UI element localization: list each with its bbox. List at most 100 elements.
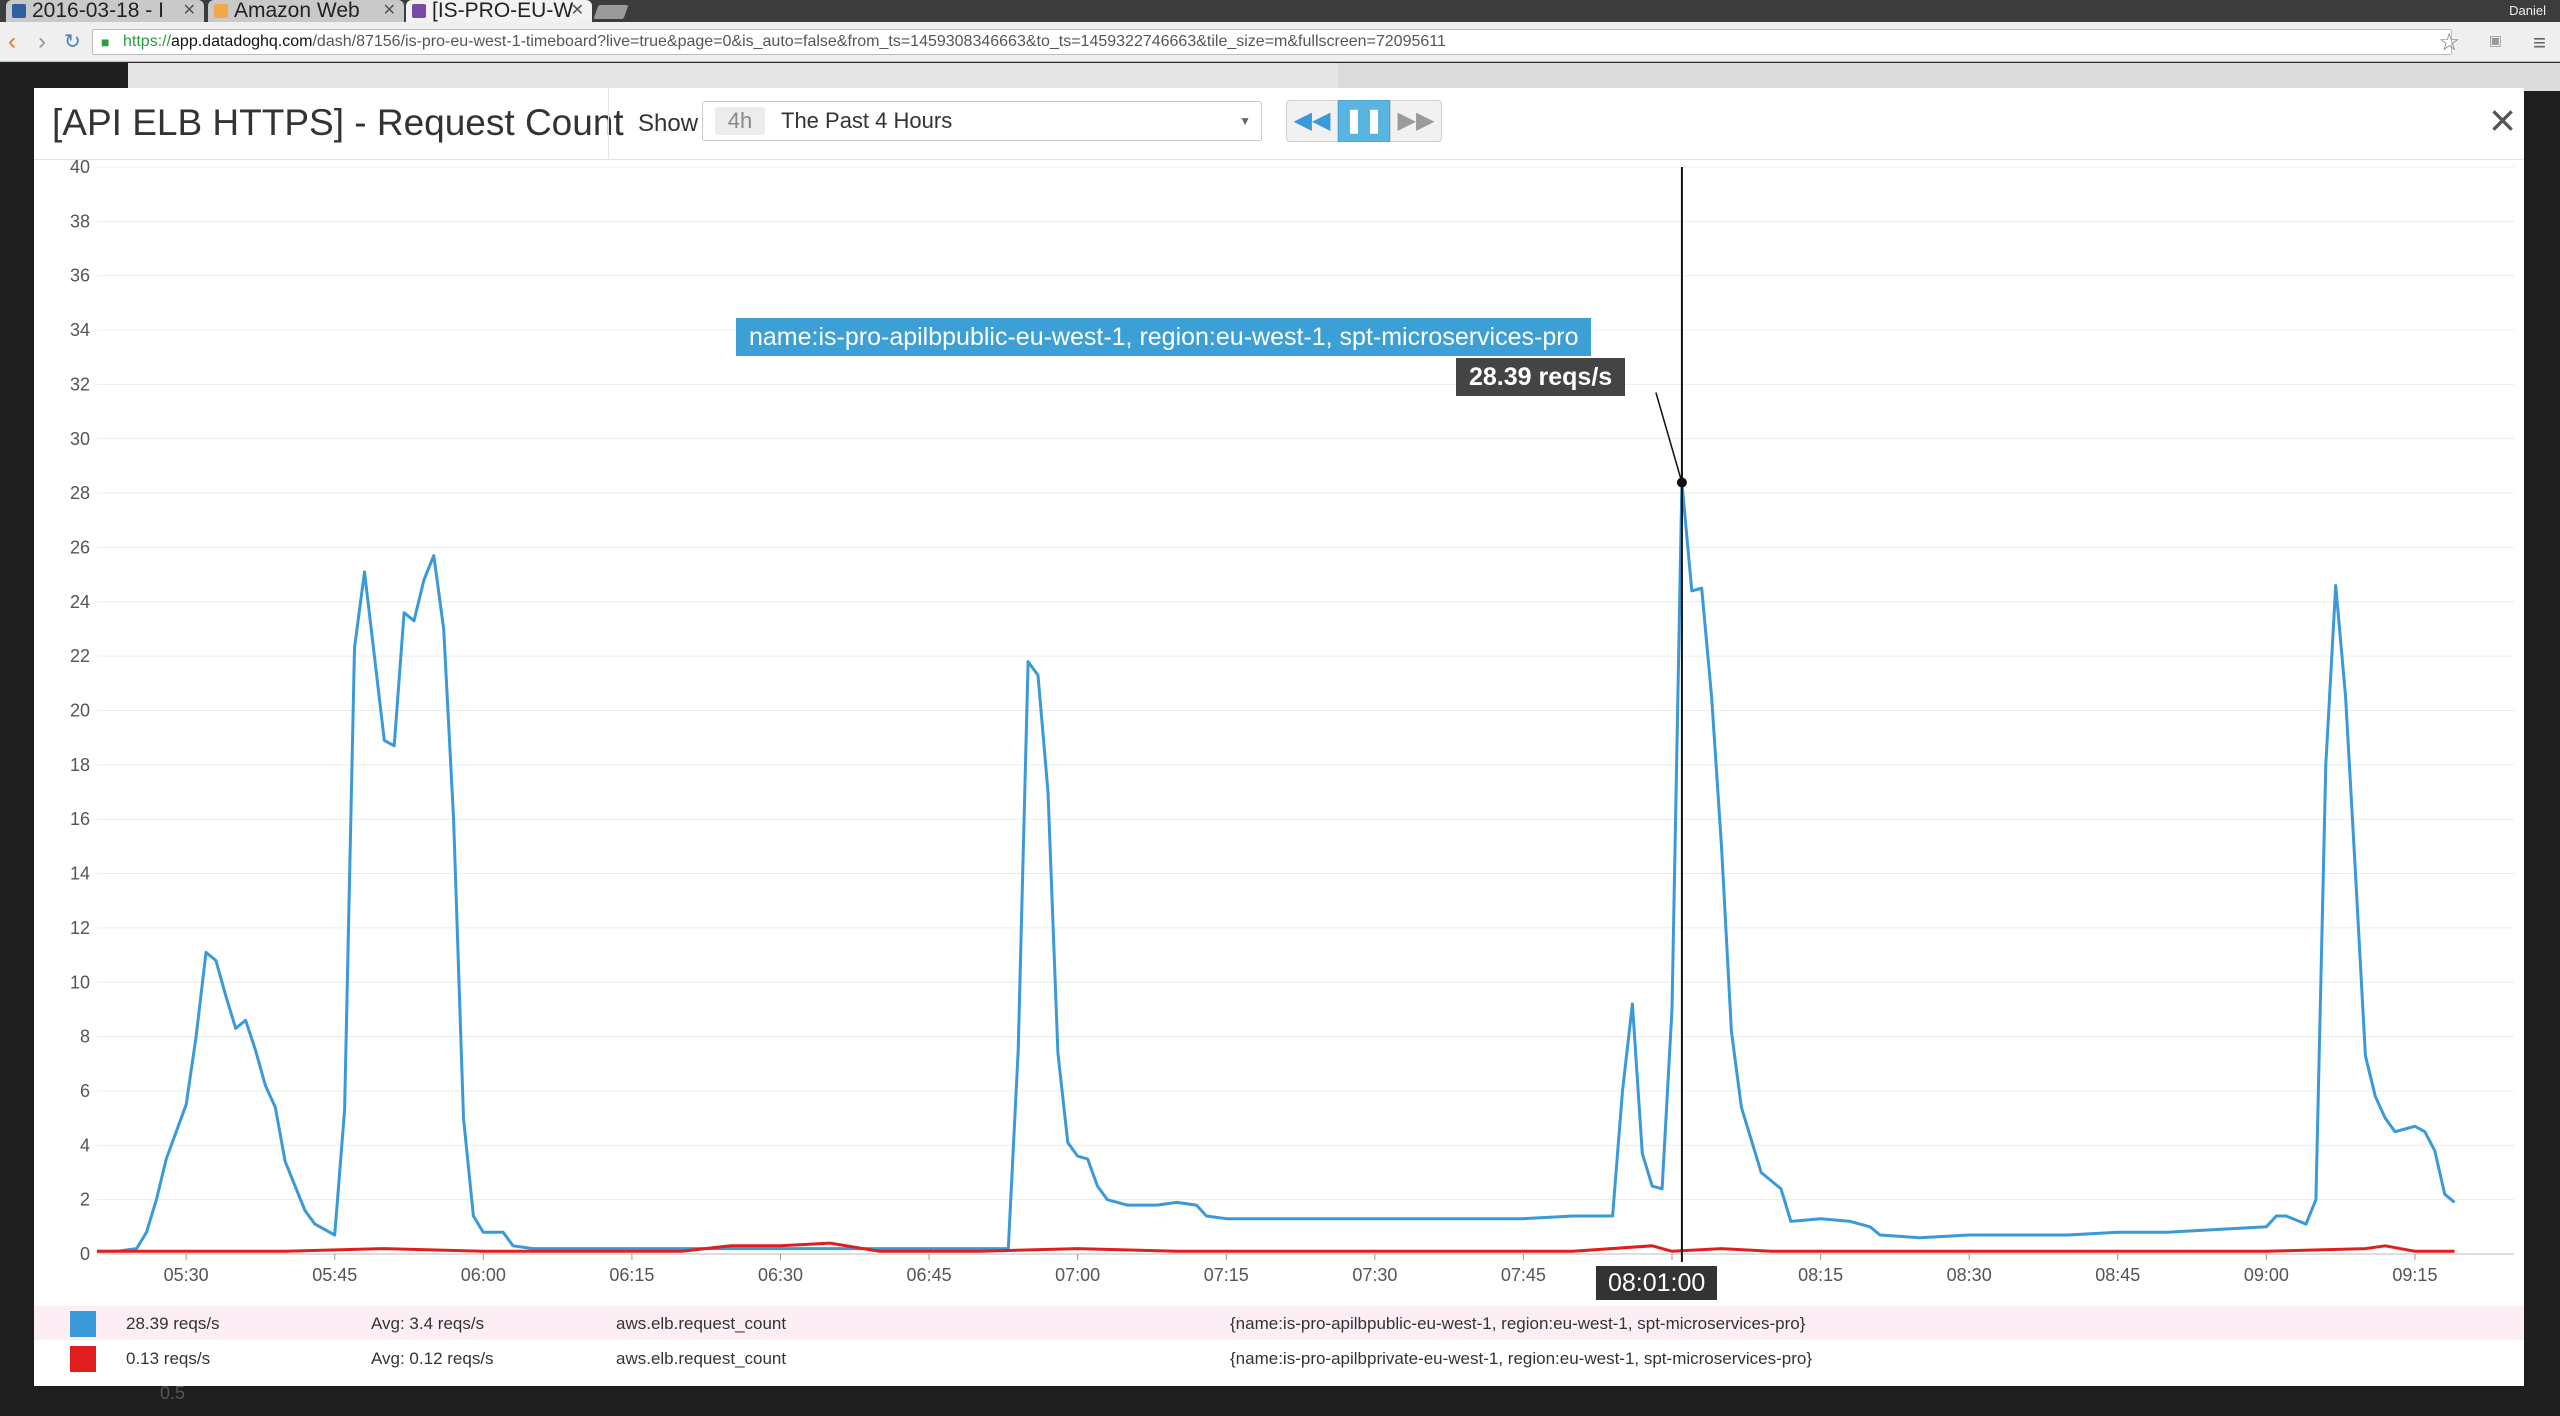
y-tick-label: 28 bbox=[70, 483, 90, 503]
lock-icon: ■ bbox=[101, 34, 110, 50]
hover-time-tooltip: 08:01:00 bbox=[1596, 1266, 1718, 1300]
x-tick-label: 06:30 bbox=[758, 1265, 803, 1285]
bookmark-star-icon[interactable]: ☆ bbox=[2438, 29, 2460, 56]
series-line-private bbox=[97, 1241, 2455, 1253]
tab-favicon-icon bbox=[412, 4, 426, 18]
legend-row[interactable]: 28.39 reqs/s Avg: 3.4 reqs/s aws.elb.req… bbox=[34, 1306, 2524, 1340]
close-icon[interactable]: × bbox=[2489, 94, 2516, 146]
header-divider bbox=[608, 88, 609, 160]
extension-icon[interactable]: ▣ bbox=[2488, 32, 2502, 48]
x-tick-label: 09:00 bbox=[2244, 1265, 2289, 1285]
close-tab-icon[interactable]: ✕ bbox=[382, 2, 396, 19]
y-tick-label: 10 bbox=[70, 972, 90, 992]
url-scheme: https:// bbox=[123, 33, 172, 50]
x-tick-label: 06:15 bbox=[609, 1265, 654, 1285]
y-tick-label: 12 bbox=[70, 918, 90, 938]
url-path: /dash/87156/is-pro-eu-west-1-timeboard?l… bbox=[312, 33, 1446, 50]
tab-label: 2016-03-18 - I bbox=[32, 0, 164, 22]
browser-menu-icon[interactable]: ≡ bbox=[2533, 30, 2546, 55]
profile-user-name[interactable]: Daniel bbox=[2509, 3, 2546, 18]
y-tick-label: 32 bbox=[70, 374, 90, 394]
tab-favicon-icon bbox=[214, 4, 228, 18]
series-line-public bbox=[97, 481, 2456, 1253]
x-tick-label: 08:45 bbox=[2095, 1265, 2140, 1285]
url-host: app.datadoghq.com bbox=[171, 33, 313, 50]
gridlines bbox=[97, 166, 2514, 1255]
x-tick-label: 08:15 bbox=[1798, 1265, 1843, 1285]
legend-metric: aws.elb.request_count bbox=[616, 1314, 787, 1333]
close-tab-icon[interactable]: ✕ bbox=[570, 2, 584, 19]
tab-favicon-icon bbox=[12, 4, 26, 18]
x-tick-label: 06:00 bbox=[461, 1265, 506, 1285]
browser-tab-3[interactable]: [IS-PRO-EU-W ✕ bbox=[406, 0, 592, 22]
modal-header: [API ELB HTTPS] - Request Count Show 4h … bbox=[34, 88, 2524, 160]
background-value: 0.5 bbox=[160, 1383, 186, 1403]
x-axis: 05:30 05:45 06:00 06:15 06:30 06:45 07:00 07:15… bbox=[164, 1254, 2437, 1285]
x-tick-label: 06:45 bbox=[907, 1265, 952, 1285]
y-tick-label: 16 bbox=[70, 809, 90, 829]
legend-swatch bbox=[70, 1346, 96, 1372]
y-tick-label: 4 bbox=[80, 1135, 90, 1155]
hover-value-tooltip: 28.39 reqs/s bbox=[1456, 358, 1626, 396]
x-tick-label: 07:45 bbox=[1501, 1265, 1546, 1285]
legend-average: Avg: 3.4 reqs/s bbox=[371, 1314, 485, 1333]
x-tick-label: 07:30 bbox=[1352, 1265, 1397, 1285]
hover-series-tooltip: name:is-pro-apilbpublic-eu-west-1, regio… bbox=[736, 318, 1592, 356]
timeframe-label: The Past 4 Hours bbox=[781, 108, 953, 133]
y-tick-label: 18 bbox=[70, 755, 90, 775]
x-tick-label: 07:15 bbox=[1204, 1265, 1249, 1285]
rewind-icon: ◀◀ bbox=[1293, 107, 1331, 134]
reload-icon[interactable]: ↻ bbox=[64, 31, 81, 53]
timeframe-badge: 4h bbox=[715, 107, 765, 135]
legend-average: Avg: 0.12 reqs/s bbox=[371, 1349, 494, 1368]
tooltip-leader-line bbox=[1655, 392, 1683, 483]
browser-tab-2[interactable]: Amazon Web ✕ bbox=[208, 0, 404, 22]
back-icon[interactable]: ‹ bbox=[8, 28, 16, 55]
y-tick-label: 26 bbox=[70, 537, 90, 557]
legend-current-value: 0.13 reqs/s bbox=[126, 1349, 211, 1368]
show-label: Show bbox=[638, 110, 699, 137]
browser-tab-strip: 2016-03-18 - I ✕ Amazon Web ✕ [IS-PRO-EU… bbox=[0, 0, 2560, 22]
legend-tags: {name:is-pro-apilbprivate-eu-west-1, reg… bbox=[1230, 1349, 1813, 1368]
x-tick-label: 09:15 bbox=[2392, 1265, 2437, 1285]
forward-icon[interactable]: › bbox=[38, 28, 46, 55]
background-panel bbox=[128, 63, 1348, 91]
y-tick-label: 8 bbox=[80, 1027, 90, 1047]
legend-tags: {name:is-pro-apilbpublic-eu-west-1, regi… bbox=[1230, 1314, 1806, 1333]
y-tick-label: 20 bbox=[70, 701, 90, 721]
url-field[interactable]: ■ https://app.datadoghq.com/dash/87156/is… bbox=[92, 29, 2452, 55]
series-lines bbox=[97, 481, 2456, 1253]
y-tick-label: 0 bbox=[80, 1244, 90, 1264]
y-tick-label: 14 bbox=[70, 864, 90, 884]
rewind-button[interactable]: ◀◀ bbox=[1286, 100, 1338, 142]
y-tick-label: 40 bbox=[70, 157, 90, 177]
y-tick-label: 2 bbox=[80, 1190, 90, 1210]
x-tick-label: 05:45 bbox=[312, 1265, 357, 1285]
x-tick-label: 07:00 bbox=[1055, 1265, 1100, 1285]
legend-swatch bbox=[70, 1311, 96, 1337]
timeframe-select[interactable]: 4h The Past 4 Hours ▼ bbox=[702, 101, 1262, 141]
tab-label: Amazon Web bbox=[234, 0, 360, 22]
pause-icon: ❚❚ bbox=[1343, 107, 1385, 134]
graph-title: [API ELB HTTPS] - Request Count bbox=[52, 102, 624, 143]
y-tick-label: 34 bbox=[70, 320, 90, 340]
close-tab-icon[interactable]: ✕ bbox=[182, 2, 196, 19]
x-tick-label: 08:30 bbox=[1947, 1265, 1992, 1285]
x-tick-label: 05:30 bbox=[164, 1265, 209, 1285]
legend-metric: aws.elb.request_count bbox=[616, 1349, 787, 1368]
legend-current-value: 28.39 reqs/s bbox=[126, 1314, 220, 1333]
y-tick-label: 24 bbox=[70, 592, 90, 612]
y-tick-label: 22 bbox=[70, 646, 90, 666]
y-tick-label: 38 bbox=[70, 211, 90, 231]
forward-button[interactable]: ▶▶ bbox=[1390, 100, 1442, 142]
pause-button[interactable]: ❚❚ bbox=[1338, 100, 1390, 142]
y-tick-label: 36 bbox=[70, 266, 90, 286]
hover-crosshair bbox=[1655, 167, 1687, 1262]
tab-label: [IS-PRO-EU-W bbox=[432, 0, 574, 22]
legend-row[interactable]: 0.13 reqs/s Avg: 0.12 reqs/s aws.elb.req… bbox=[34, 1341, 2524, 1375]
fast-forward-icon: ▶▶ bbox=[1397, 107, 1435, 134]
browser-tab-1[interactable]: 2016-03-18 - I ✕ bbox=[6, 0, 204, 22]
caret-down-icon: ▼ bbox=[1239, 114, 1251, 128]
